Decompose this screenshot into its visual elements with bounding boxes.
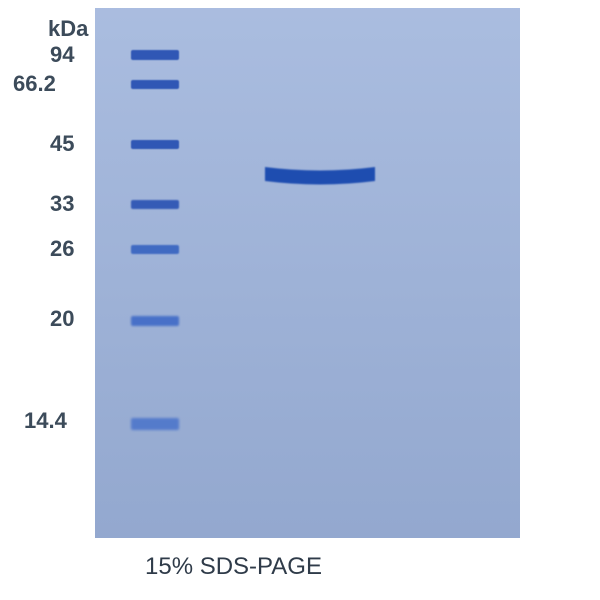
figure-container: kDa 94 66.2 45 33 26 20 14.4 15% SDS-PAGE bbox=[0, 0, 600, 600]
mw-label: 20 bbox=[50, 306, 74, 332]
ladder-band bbox=[131, 245, 179, 254]
mw-label: 94 bbox=[50, 42, 74, 68]
ladder-band bbox=[131, 200, 179, 209]
unit-label: kDa bbox=[48, 16, 88, 42]
gel-caption: 15% SDS-PAGE bbox=[145, 553, 322, 581]
ladder-band bbox=[131, 140, 179, 149]
mw-label: 45 bbox=[50, 131, 74, 157]
mw-label: 33 bbox=[50, 191, 74, 217]
ladder-band bbox=[131, 80, 179, 89]
ladder-band bbox=[131, 418, 179, 430]
mw-label: 14.4 bbox=[24, 408, 67, 434]
ladder-band bbox=[131, 316, 179, 326]
sample-band bbox=[255, 155, 385, 191]
ladder-band bbox=[131, 50, 179, 60]
mw-label: 66.2 bbox=[13, 71, 56, 97]
mw-label: 26 bbox=[50, 236, 74, 262]
